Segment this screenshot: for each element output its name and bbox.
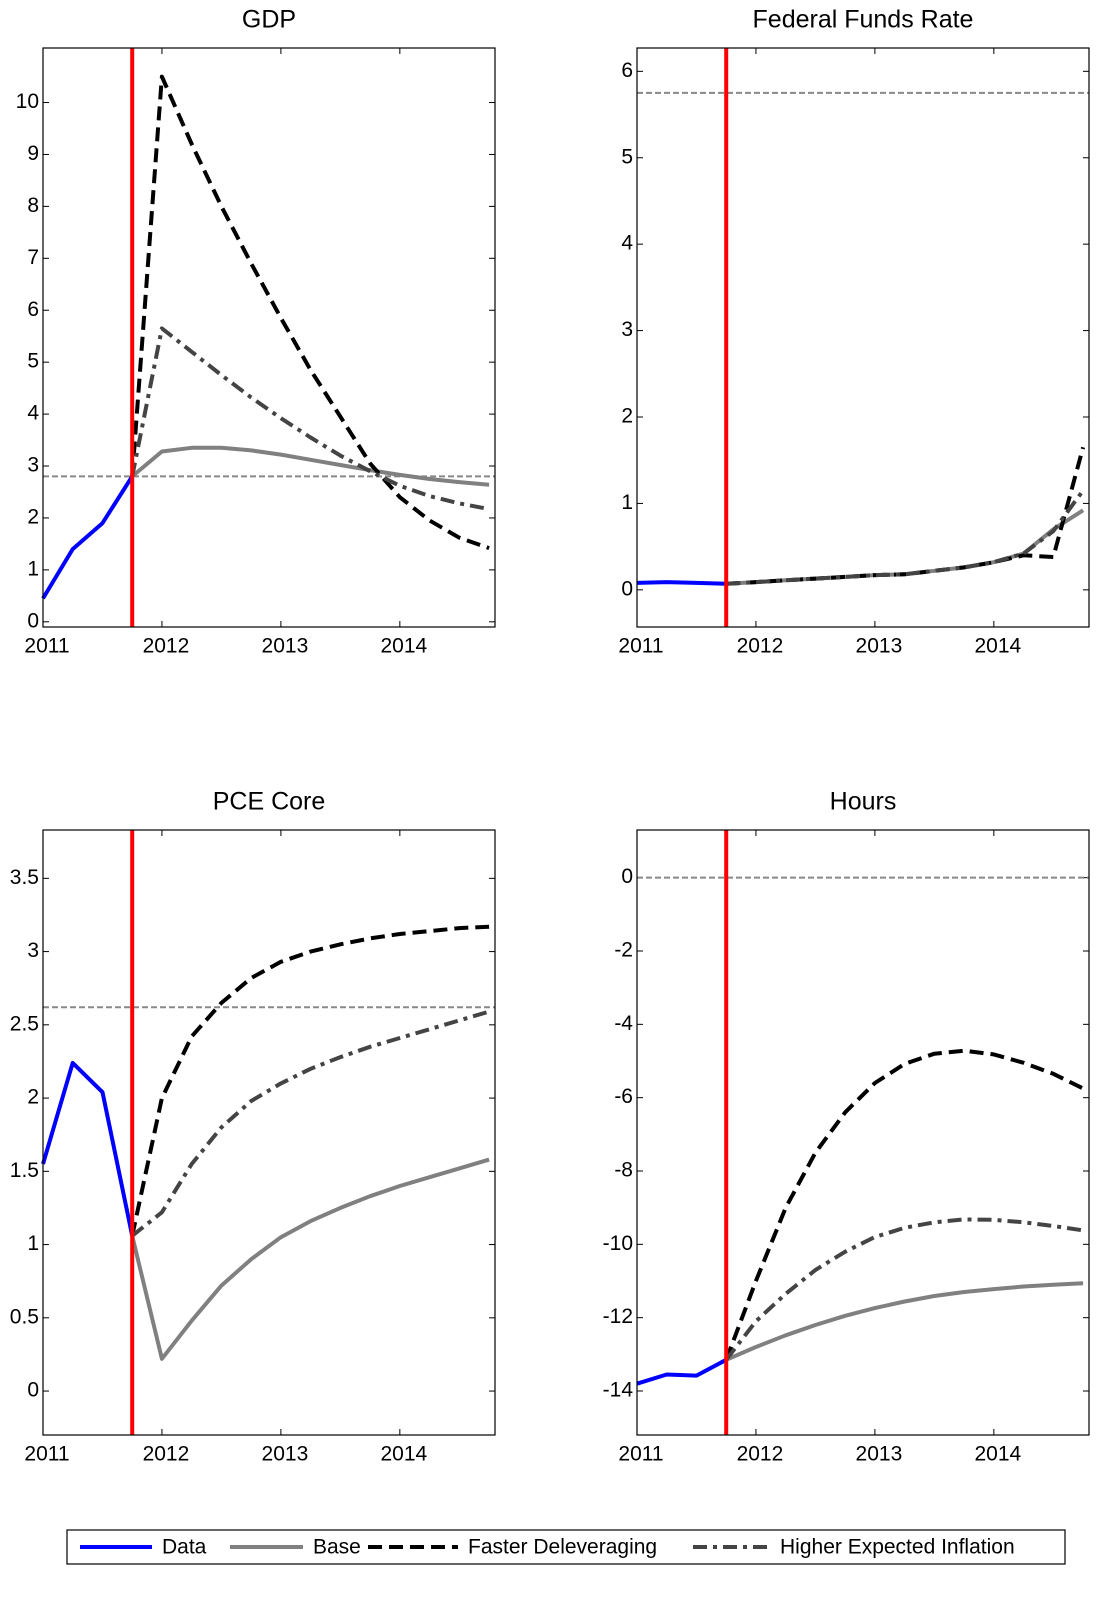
y-tick-label: -10	[603, 1232, 633, 1255]
y-tick-label: 0	[27, 609, 39, 632]
y-tick-label: 2	[27, 1086, 39, 1109]
plot-frame	[42, 829, 496, 1436]
plot-frame	[636, 829, 1090, 1436]
series-line	[41, 475, 134, 600]
y-tick-label: -14	[603, 1379, 634, 1402]
panel-title: Federal Funds Rate	[753, 6, 974, 34]
y-tick-label: 0.5	[10, 1305, 39, 1328]
x-tick-label: 2012	[143, 1443, 190, 1466]
x-tick-label: 2011	[24, 1443, 69, 1466]
x-tick-label: 2013	[262, 1443, 309, 1466]
plot-frame	[42, 47, 496, 628]
panel-title: GDP	[242, 6, 296, 34]
y-tick-label: -6	[614, 1085, 633, 1108]
series-line	[726, 489, 1085, 586]
legend-label: Base	[313, 1536, 361, 1559]
legend: Data Base Faster Deleveraging Higher Expect…	[66, 1529, 1066, 1565]
y-tick-label: 8	[27, 194, 39, 217]
series-line	[130, 445, 490, 487]
panel: GDP 0 1 2 3 4 5 6 7 8 9 10 2011 2012 2013 2014	[16, 6, 496, 658]
legend-label: Data	[162, 1536, 207, 1559]
y-tick-label: 1	[621, 491, 633, 514]
y-tick-label: 2	[27, 505, 39, 528]
panel: PCE Core 0 0.5 1 1.5 2 2.5 3 3.5 2011 2012 2013 2014	[10, 788, 496, 1466]
series-line	[636, 580, 727, 586]
legend-label: Faster Deleveraging	[468, 1536, 657, 1559]
panel-title: Hours	[830, 788, 897, 816]
y-tick-label: 0	[621, 865, 633, 888]
series-line	[636, 1358, 728, 1386]
series-line	[41, 1060, 135, 1237]
x-tick-label: 2014	[974, 635, 1021, 658]
series-line	[130, 74, 490, 550]
panel-title: PCE Core	[213, 788, 326, 816]
panel: Federal Funds Rate 0 1 2 3 4 5 6 2011 2012 2013 201…	[618, 6, 1090, 658]
plot-frame	[636, 47, 1090, 628]
y-tick-label: 7	[27, 246, 39, 269]
y-tick-label: 3	[27, 454, 39, 477]
series-line	[130, 924, 490, 1237]
panel: Hours -14 -12 -10 -8 -6 -4 -2 0 2011 2012 2013 2014	[603, 788, 1090, 1466]
x-tick-label: 2012	[737, 1443, 784, 1466]
y-tick-label: 6	[27, 298, 39, 321]
x-tick-label: 2014	[380, 635, 427, 658]
x-tick-label: 2014	[380, 1443, 427, 1466]
x-tick-label: 2014	[974, 1443, 1021, 1466]
legend-label: Higher Expected Inflation	[780, 1536, 1015, 1559]
series-line	[724, 1048, 1084, 1361]
y-tick-label: 4	[27, 402, 39, 425]
x-tick-label: 2011	[24, 635, 69, 658]
y-tick-label: 4	[621, 232, 633, 255]
y-tick-label: -8	[614, 1159, 633, 1182]
x-tick-label: 2013	[262, 635, 309, 658]
x-tick-label: 2011	[618, 635, 663, 658]
y-tick-label: 10	[16, 90, 39, 113]
y-tick-label: 0	[27, 1379, 39, 1402]
y-tick-label: 3	[27, 939, 39, 962]
y-tick-label: -2	[614, 939, 633, 962]
y-tick-label: 1	[27, 1232, 39, 1255]
y-tick-label: 0	[621, 577, 633, 600]
y-tick-label: -12	[603, 1305, 633, 1328]
x-tick-label: 2013	[856, 1443, 903, 1466]
y-tick-label: 5	[27, 350, 39, 373]
y-tick-label: 1.5	[10, 1159, 39, 1182]
y-tick-label: -4	[614, 1012, 633, 1035]
series-line	[725, 1281, 1084, 1362]
y-tick-label: 2.5	[10, 1012, 39, 1035]
y-tick-label: 2	[621, 405, 633, 428]
x-tick-label: 2011	[618, 1443, 663, 1466]
y-tick-label: 1	[27, 557, 39, 580]
series-line	[130, 326, 490, 512]
y-tick-label: 3.5	[10, 866, 39, 889]
x-tick-label: 2013	[856, 635, 903, 658]
y-tick-label: 3	[621, 318, 633, 341]
x-tick-label: 2012	[737, 635, 784, 658]
series-line	[130, 1009, 490, 1238]
y-tick-label: 5	[621, 145, 633, 168]
series-line	[726, 446, 1086, 586]
series-line	[130, 1157, 490, 1361]
x-tick-label: 2012	[143, 635, 190, 658]
y-tick-label: 6	[621, 59, 633, 82]
y-tick-label: 9	[27, 142, 39, 165]
